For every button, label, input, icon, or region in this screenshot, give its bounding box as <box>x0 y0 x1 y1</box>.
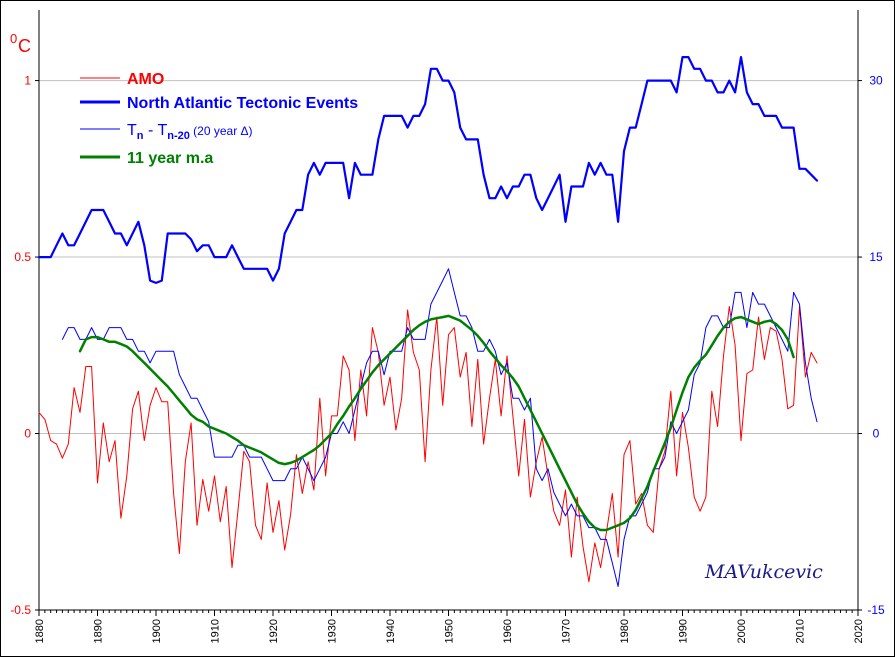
x-tick-label: 2000 <box>736 619 748 643</box>
y-left-tick-label: 1 <box>24 74 31 88</box>
twenty-year-delta-line <box>61 268 818 587</box>
axes: 1880 1890 1900 1910 1920 1930 1940 1950 1960 1970… <box>10 10 885 643</box>
legend-delta-t2: - T <box>144 122 168 139</box>
x-tick-label: 2010 <box>795 619 807 643</box>
x-tick-label: 1980 <box>619 619 631 643</box>
x-tick-label: 1900 <box>151 619 163 643</box>
author-signature: MAVukcevic <box>704 561 823 583</box>
amo-line <box>38 306 818 583</box>
y-right-tick-label: 15 <box>869 250 883 264</box>
legend-label-amo: AMO <box>127 71 164 88</box>
y-left-tick-label: 0.5 <box>14 250 31 264</box>
y-right-tick-label: -15 <box>867 603 885 617</box>
moving-average-line <box>78 314 795 532</box>
y-right-tick-label: 0 <box>873 427 880 441</box>
x-tick-label: 1890 <box>93 619 105 643</box>
x-tick-label: 1970 <box>561 619 573 643</box>
legend-label-tectonic: North Atlantic Tectonic Events <box>127 95 358 112</box>
legend: AMO North Atlantic Tectonic Events Tn - … <box>80 71 358 167</box>
y-left-tick-label: -0.5 <box>10 603 31 617</box>
legend-delta-t1: T <box>127 122 137 139</box>
legend-label-ma: 11 year m.a <box>127 150 213 167</box>
legend-delta-sub2: n-20 <box>167 130 190 142</box>
x-tick-label: 1910 <box>210 619 222 643</box>
y-left-unit: C <box>18 36 31 56</box>
x-tick-label: 1880 <box>34 619 46 643</box>
x-tick-label: 2020 <box>853 619 865 643</box>
y-left-unit-superscript: 0 <box>10 31 17 46</box>
legend-delta-note: (20 year Δ) <box>190 124 253 138</box>
x-tick-label: 1950 <box>444 619 456 643</box>
x-tick-label: 1930 <box>327 619 339 643</box>
tectonic-events-line <box>37 55 819 284</box>
x-tick-label: 1960 <box>502 619 514 643</box>
y-right-tick-label: 30 <box>869 74 883 88</box>
x-tick-label: 1940 <box>385 619 397 643</box>
legend-delta-sub1: n <box>137 130 144 142</box>
x-tick-label: 1990 <box>678 619 690 643</box>
series-layer <box>37 55 819 587</box>
legend-label-delta: Tn - Tn-20 (20 year Δ) <box>127 122 253 142</box>
x-tick-label: 1920 <box>268 619 280 643</box>
y-left-tick-label: 0 <box>24 427 31 441</box>
